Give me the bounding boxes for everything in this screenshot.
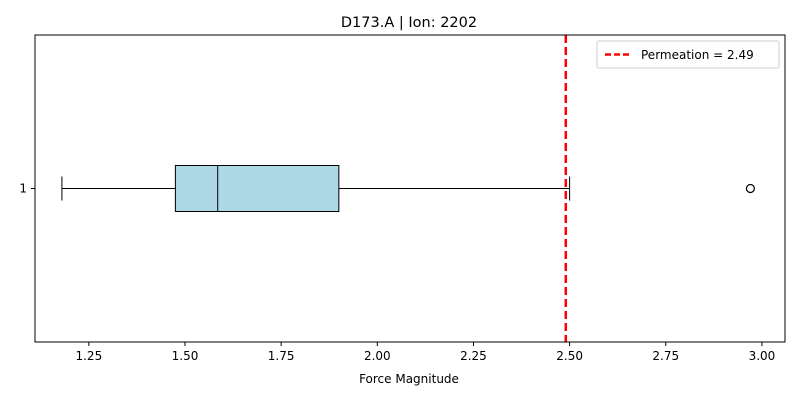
legend-permeation-label: Permeation = 2.49 [641,48,754,62]
x-tick-label: 1.50 [172,349,199,363]
x-tick-label: 3.00 [749,349,776,363]
x-tick-label: 2.75 [652,349,679,363]
x-tick-label: 2.00 [364,349,391,363]
x-axis-label: Force Magnitude [359,372,459,386]
iqr-box [174,165,340,212]
chart-title: D173.A | Ion: 2202 [341,15,477,31]
plot-area [61,35,755,342]
x-tick-label: 2.25 [460,349,487,363]
x-tick-label: 2.50 [556,349,583,363]
legend: Permeation = 2.49 [596,40,780,69]
outlier-point [745,183,755,194]
y-tick-label: 1 [19,182,27,196]
x-tick-label: 1.25 [75,349,102,363]
legend-box [596,40,780,69]
x-tick-label: 1.75 [268,349,295,363]
